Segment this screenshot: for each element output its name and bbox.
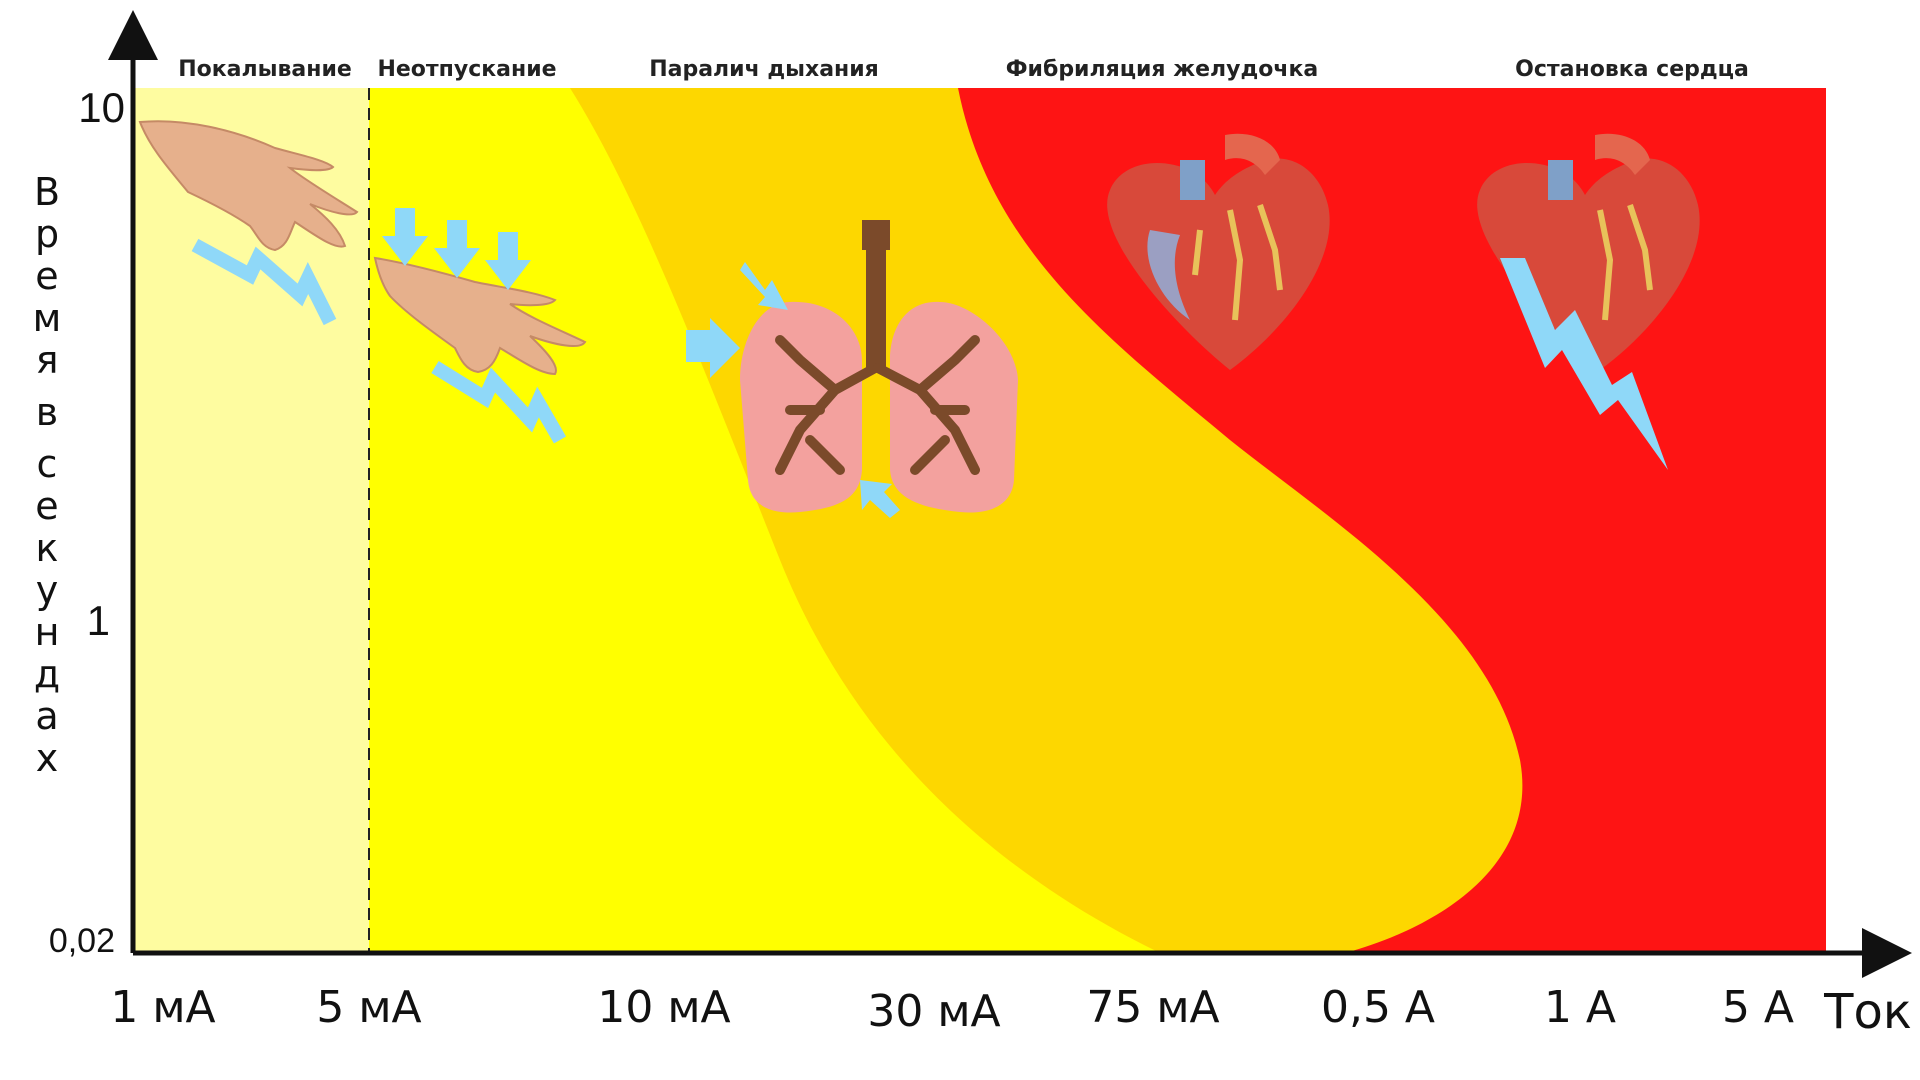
hand-shock-icon <box>138 120 359 326</box>
y-axis-title-letter: х <box>36 736 59 780</box>
x-axis-title: Ток <box>1823 984 1912 1040</box>
y-axis-title-letter: с <box>37 442 58 486</box>
y-axis-title-letter: я <box>36 338 59 382</box>
y-axis-title-letter: е <box>35 254 58 298</box>
y-axis-title-letter: в <box>36 390 58 434</box>
y-axis-title-letter: р <box>35 212 59 256</box>
heart-lightning-icon <box>1477 133 1700 470</box>
y-axis-title-letter: а <box>35 694 58 738</box>
y-tick-1: 1 <box>87 597 110 644</box>
zone-label-fibrillation: Фибриляция желудочка <box>1006 57 1319 82</box>
y-axis-title-letter: н <box>35 610 60 654</box>
zone-label-arrest: Остановка сердца <box>1515 57 1749 82</box>
y-axis-title-letter: у <box>36 568 59 612</box>
y-tick-10: 10 <box>78 84 125 131</box>
y-axis-title-letter: к <box>36 526 59 570</box>
y-tick-002: 0,02 <box>49 922 115 960</box>
x-tick-1mA: 1 мА <box>110 982 215 1033</box>
hand-pressed-icon <box>373 208 587 444</box>
lungs-icon <box>686 220 1018 518</box>
x-tick-1A: 1 А <box>1544 982 1616 1033</box>
y-axis-title-letter: д <box>34 652 60 696</box>
zone-label-tingling: Покалывание <box>178 57 352 82</box>
x-tick-05A: 0,5 А <box>1321 982 1435 1033</box>
zone-label-let-go: Неотпускание <box>377 57 556 82</box>
heart-icon <box>1107 133 1330 370</box>
x-tick-5A: 5 А <box>1722 982 1794 1033</box>
x-tick-5mA: 5 мА <box>316 982 421 1033</box>
y-axis-title-letter: е <box>35 484 58 528</box>
x-tick-10mA: 10 мА <box>597 982 730 1033</box>
x-tick-30mA: 30 мА <box>867 986 1000 1037</box>
y-axis-title-letter: м <box>33 296 62 340</box>
y-axis-title-letter: В <box>34 170 60 214</box>
zone-label-breathing: Паралич дыхания <box>649 57 879 82</box>
x-tick-75mA: 75 мА <box>1086 982 1219 1033</box>
